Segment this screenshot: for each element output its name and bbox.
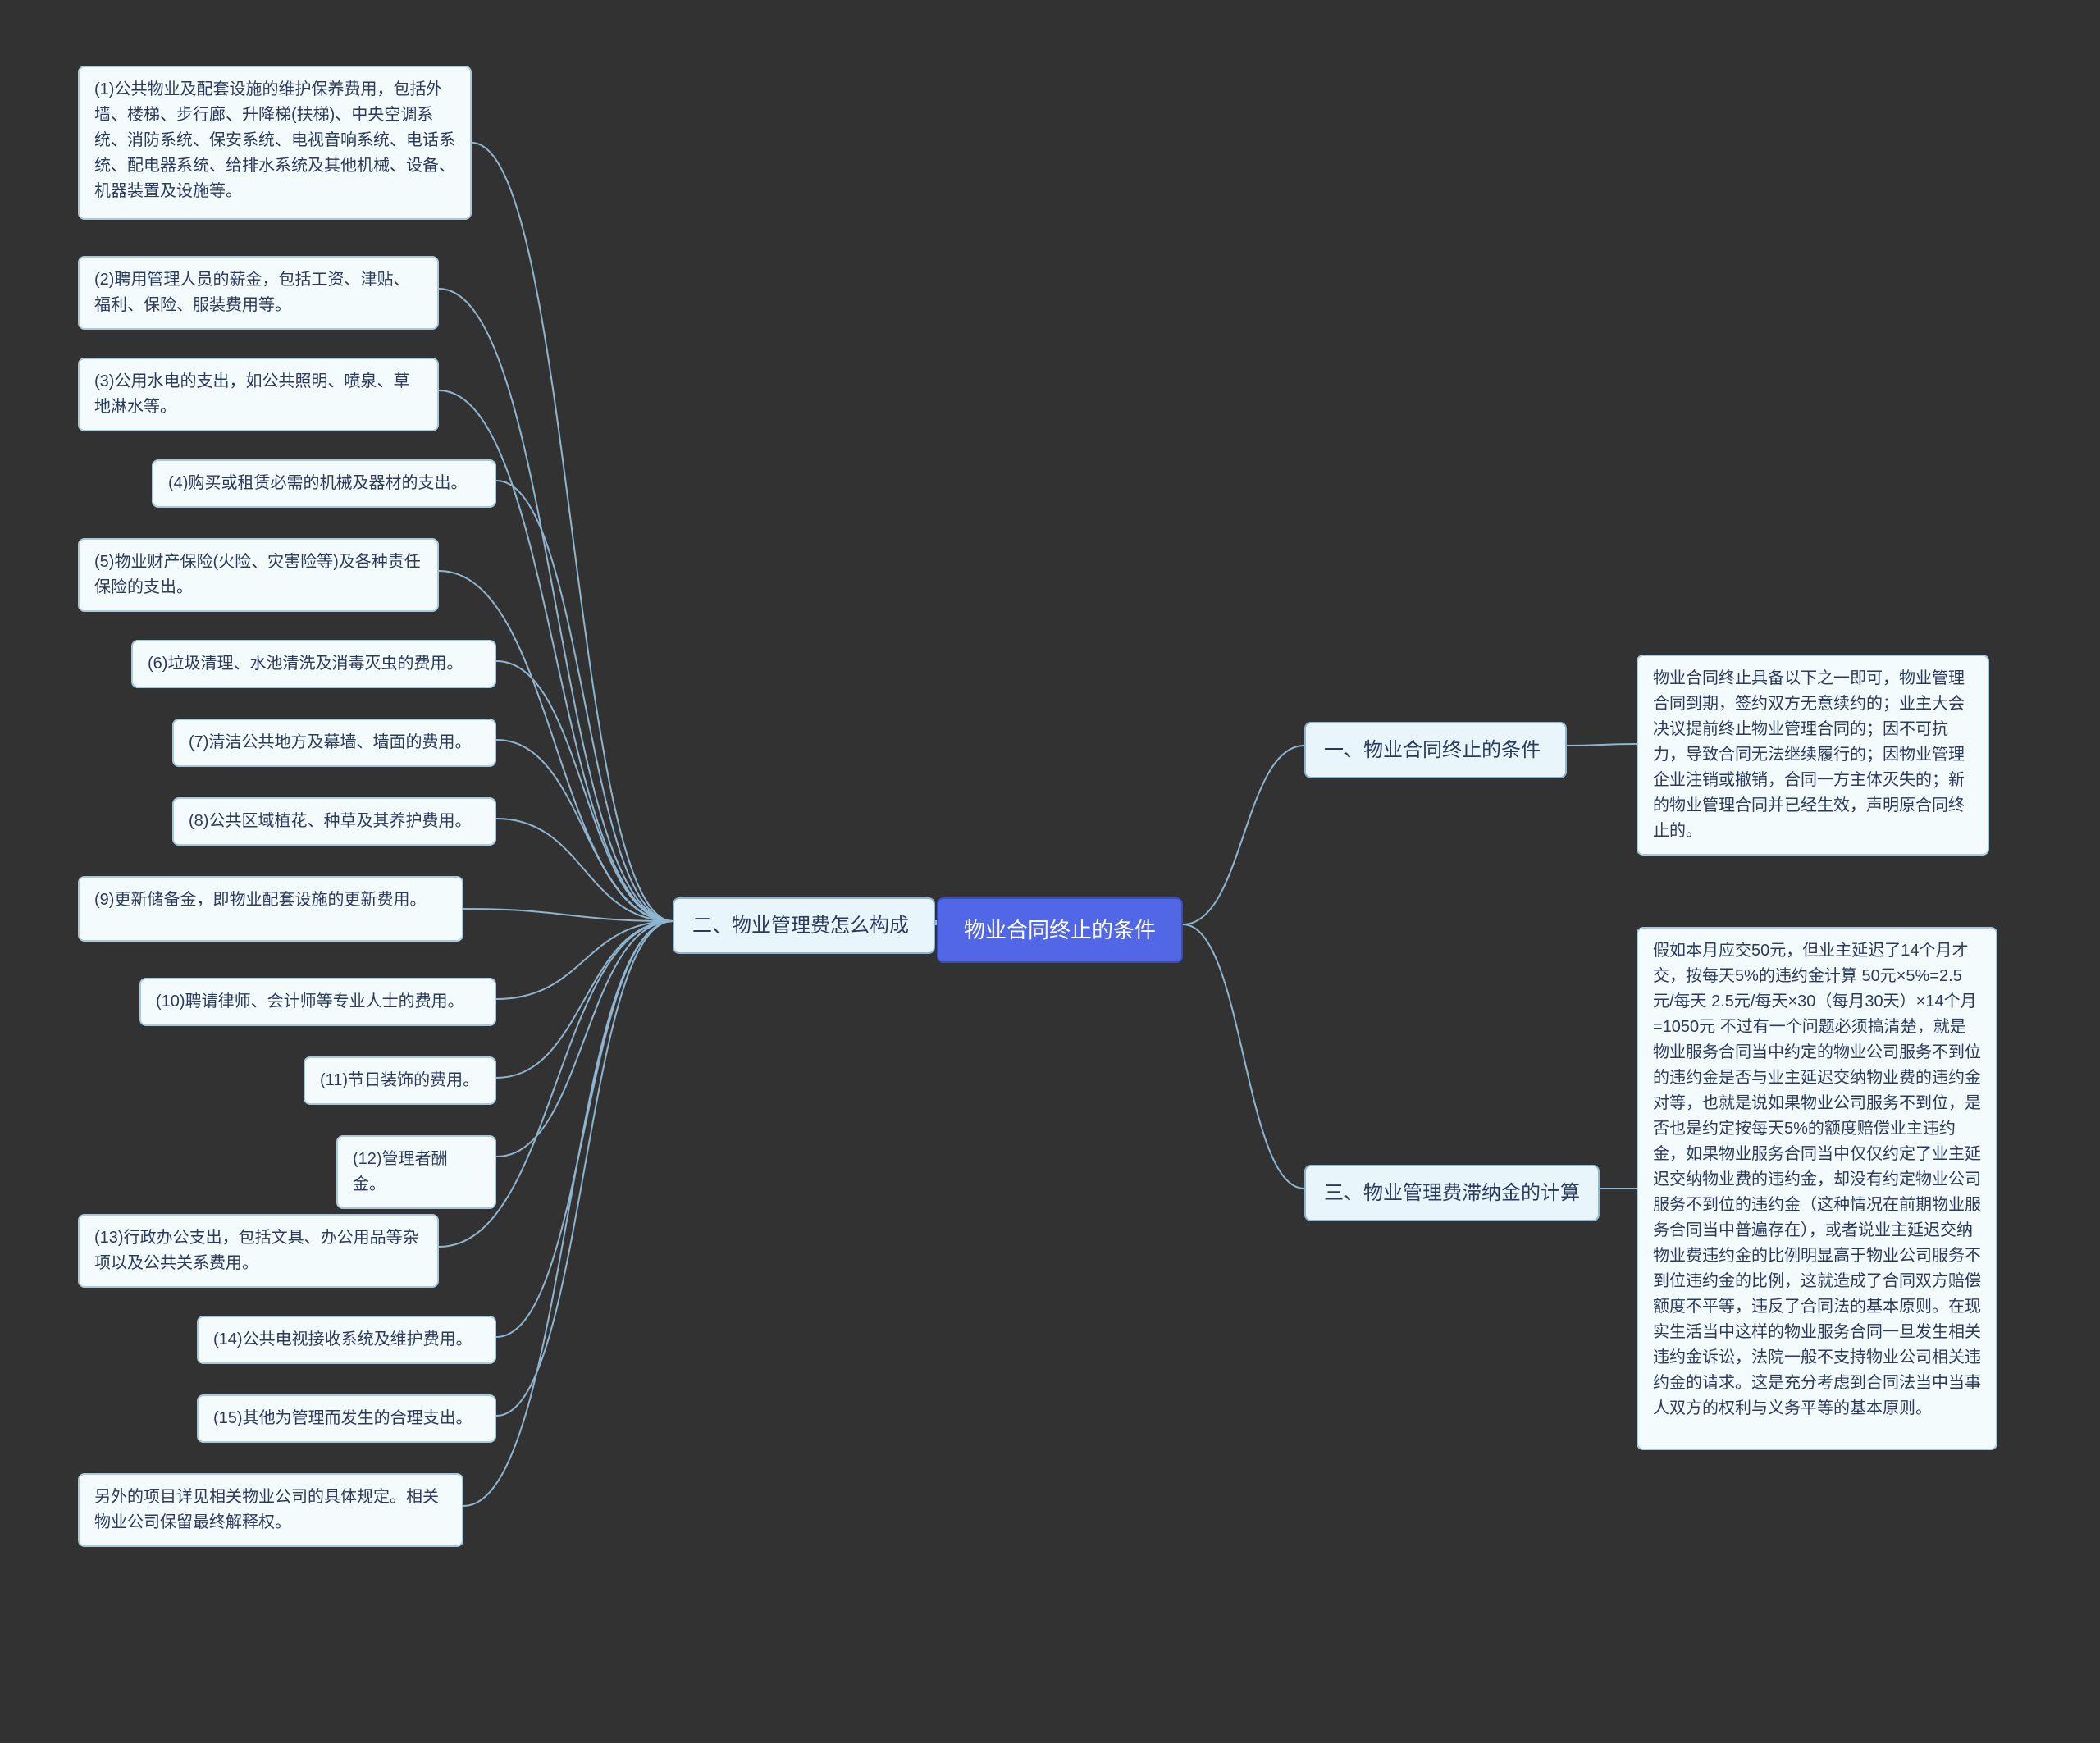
leaf-node[interactable]: (15)其他为管理而发生的合理支出。 <box>197 1394 496 1443</box>
root-node[interactable]: 物业合同终止的条件 <box>937 897 1183 963</box>
leaf-node[interactable]: (12)管理者酬金。 <box>336 1135 496 1209</box>
leaf-node[interactable]: (10)聘请律师、会计师等专业人士的费用。 <box>139 978 496 1026</box>
leaf-node[interactable]: (13)行政办公支出，包括文具、办公用品等杂项以及公共关系费用。 <box>78 1214 439 1288</box>
leaf-node[interactable]: (9)更新储备金，即物业配套设施的更新费用。 <box>78 876 463 942</box>
leaf-node[interactable]: (5)物业财产保险(火险、灾害险等)及各种责任保险的支出。 <box>78 538 439 612</box>
leaf-node[interactable]: (6)垃圾清理、水池清洗及消毒灭虫的费用。 <box>131 640 496 688</box>
leaf-node[interactable]: (7)清洁公共地方及幕墙、墙面的费用。 <box>172 719 496 767</box>
leaf-node[interactable]: 物业合同终止具备以下之一即可，物业管理合同到期，签约双方无意续约的；业主大会决议… <box>1637 655 1989 856</box>
leaf-node[interactable]: 另外的项目详见相关物业公司的具体规定。相关物业公司保留最终解释权。 <box>78 1473 463 1547</box>
leaf-node[interactable]: (3)公用水电的支出，如公共照明、喷泉、草地淋水等。 <box>78 358 439 431</box>
leaf-node[interactable]: 假如本月应交50元，但业主延迟了14个月才交，按每天5%的违约金计算 50元×5… <box>1637 927 1997 1450</box>
branch-node[interactable]: 一、物业合同终止的条件 <box>1304 722 1567 778</box>
mindmap-canvas: 物业合同终止的条件 一、物业合同终止的条件 物业合同终止具备以下之一即可，物业管理合… <box>0 0 2100 1743</box>
leaf-node[interactable]: (1)公共物业及配套设施的维护保养费用，包括外墙、楼梯、步行廊、升降梯(扶梯)、… <box>78 66 472 220</box>
leaf-node[interactable]: (8)公共区域植花、种草及其养护费用。 <box>172 797 496 846</box>
leaf-node[interactable]: (11)节日装饰的费用。 <box>304 1056 496 1105</box>
leaf-node[interactable]: (4)购买或租赁必需的机械及器材的支出。 <box>152 459 496 508</box>
leaf-node[interactable]: (14)公共电视接收系统及维护费用。 <box>197 1316 496 1364</box>
branch-node[interactable]: 二、物业管理费怎么构成 <box>673 897 935 954</box>
branch-node[interactable]: 三、物业管理费滞纳金的计算 <box>1304 1165 1600 1221</box>
leaf-node[interactable]: (2)聘用管理人员的薪金，包括工资、津贴、福利、保险、服装费用等。 <box>78 256 439 330</box>
